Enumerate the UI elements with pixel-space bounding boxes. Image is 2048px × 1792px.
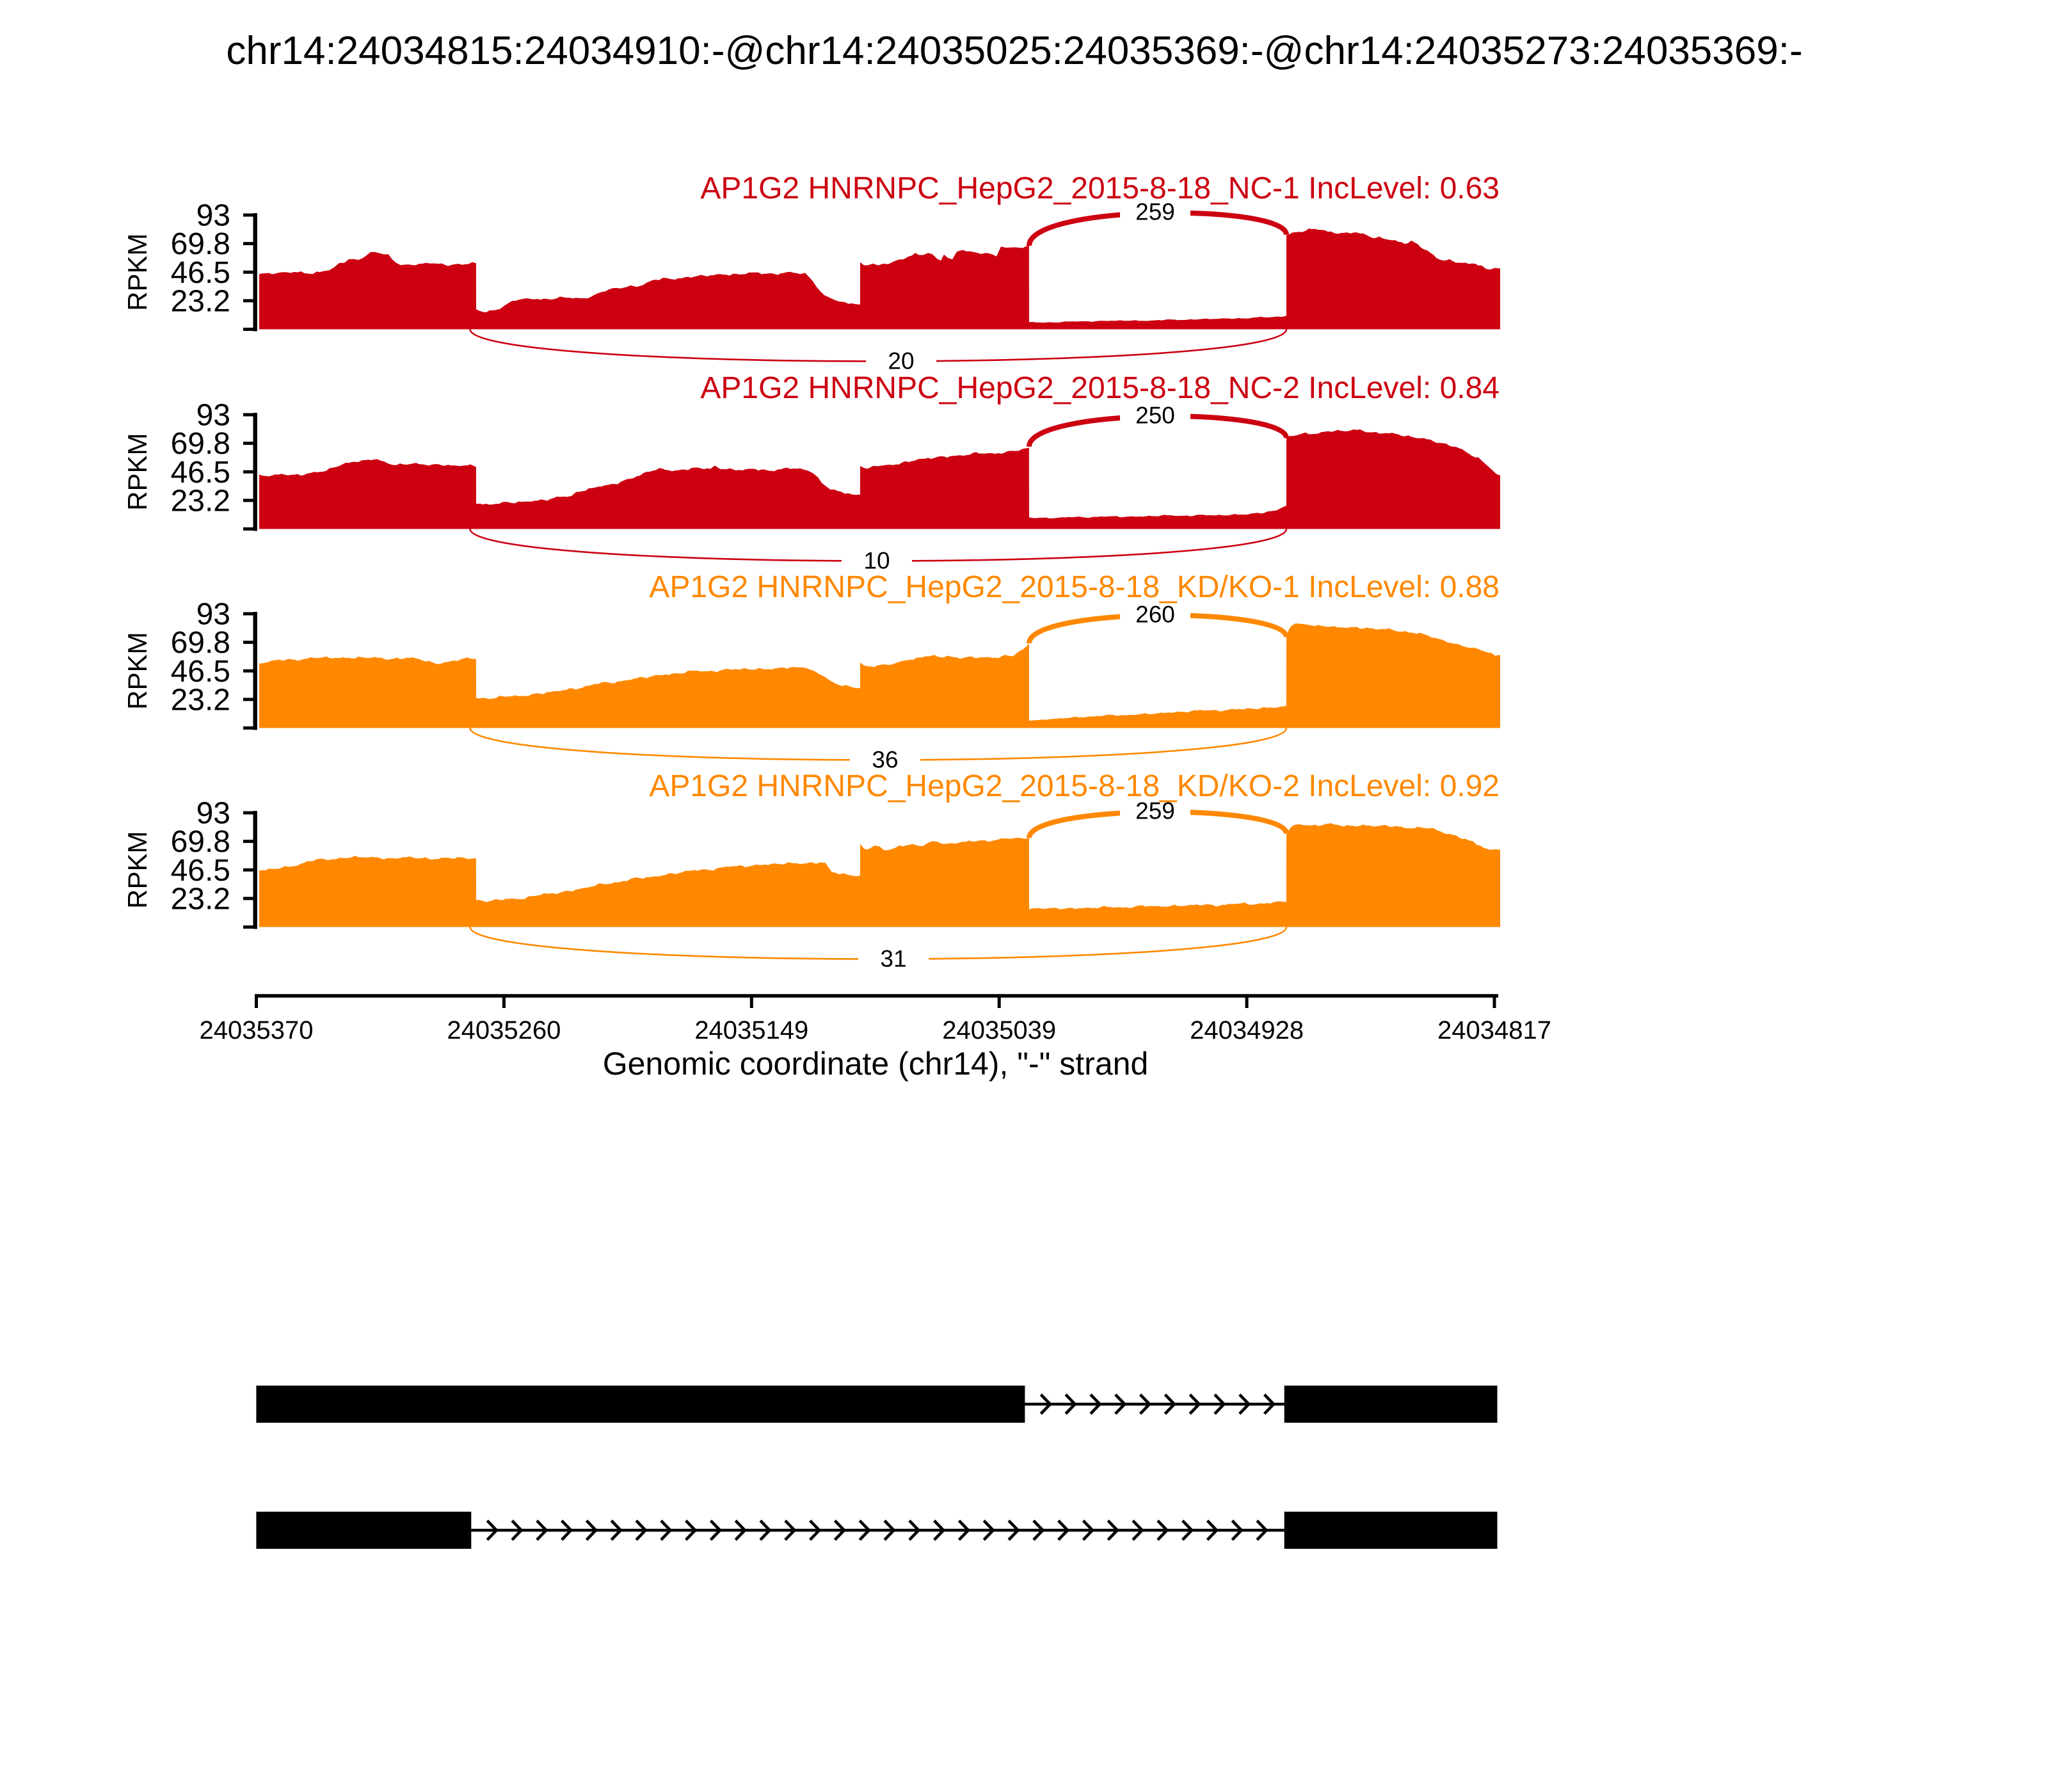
- svg-text:93: 93: [196, 797, 230, 831]
- svg-text:23.2: 23.2: [171, 683, 230, 717]
- svg-text:24035370: 24035370: [200, 1016, 314, 1044]
- svg-text:46.5: 46.5: [171, 256, 230, 290]
- svg-text:24035260: 24035260: [447, 1016, 561, 1044]
- svg-text:24034817: 24034817: [1437, 1016, 1551, 1044]
- svg-text:46.5: 46.5: [171, 854, 230, 888]
- svg-text:23.2: 23.2: [171, 882, 230, 916]
- svg-text:RPKM: RPKM: [122, 831, 152, 909]
- svg-text:RPKM: RPKM: [122, 234, 152, 311]
- svg-text:24034928: 24034928: [1190, 1016, 1304, 1044]
- svg-text:46.5: 46.5: [171, 655, 230, 689]
- svg-text:AP1G2 HNRNPC_HepG2_2015-8-18_N: AP1G2 HNRNPC_HepG2_2015-8-18_NC-1 IncLev…: [700, 172, 1500, 205]
- svg-text:93: 93: [196, 399, 230, 433]
- svg-text:69.8: 69.8: [171, 825, 230, 859]
- svg-text:AP1G2 HNRNPC_HepG2_2015-8-18_K: AP1G2 HNRNPC_HepG2_2015-8-18_KD/KO-1 Inc…: [649, 570, 1500, 604]
- svg-text:46.5: 46.5: [171, 456, 230, 490]
- svg-text:36: 36: [872, 747, 898, 773]
- svg-text:250: 250: [1135, 403, 1175, 429]
- svg-text:23.2: 23.2: [171, 284, 230, 318]
- svg-text:Genomic coordinate (chr14), "-: Genomic coordinate (chr14), "-" strand: [603, 1046, 1149, 1082]
- svg-text:24035149: 24035149: [694, 1016, 808, 1044]
- svg-text:93: 93: [196, 598, 230, 632]
- svg-text:10: 10: [863, 548, 890, 574]
- svg-text:AP1G2 HNRNPC_HepG2_2015-8-18_N: AP1G2 HNRNPC_HepG2_2015-8-18_NC-2 IncLev…: [700, 371, 1500, 405]
- svg-text:69.8: 69.8: [171, 227, 230, 261]
- svg-text:69.8: 69.8: [171, 427, 230, 461]
- svg-text:chr14:24034815:24034910:-@chr1: chr14:24034815:24034910:-@chr14:24035025…: [226, 29, 1802, 73]
- svg-text:260: 260: [1135, 602, 1175, 628]
- svg-text:RPKM: RPKM: [122, 632, 152, 710]
- svg-text:RPKM: RPKM: [122, 433, 152, 511]
- svg-text:31: 31: [880, 946, 906, 972]
- svg-text:93: 93: [196, 199, 230, 233]
- svg-text:23.2: 23.2: [171, 484, 230, 518]
- svg-text:259: 259: [1135, 199, 1175, 225]
- svg-text:69.8: 69.8: [171, 626, 230, 660]
- svg-text:24035039: 24035039: [942, 1016, 1056, 1044]
- svg-text:AP1G2 HNRNPC_HepG2_2015-8-18_K: AP1G2 HNRNPC_HepG2_2015-8-18_KD/KO-2 Inc…: [649, 769, 1500, 803]
- svg-text:20: 20: [888, 348, 914, 374]
- svg-text:259: 259: [1135, 798, 1175, 824]
